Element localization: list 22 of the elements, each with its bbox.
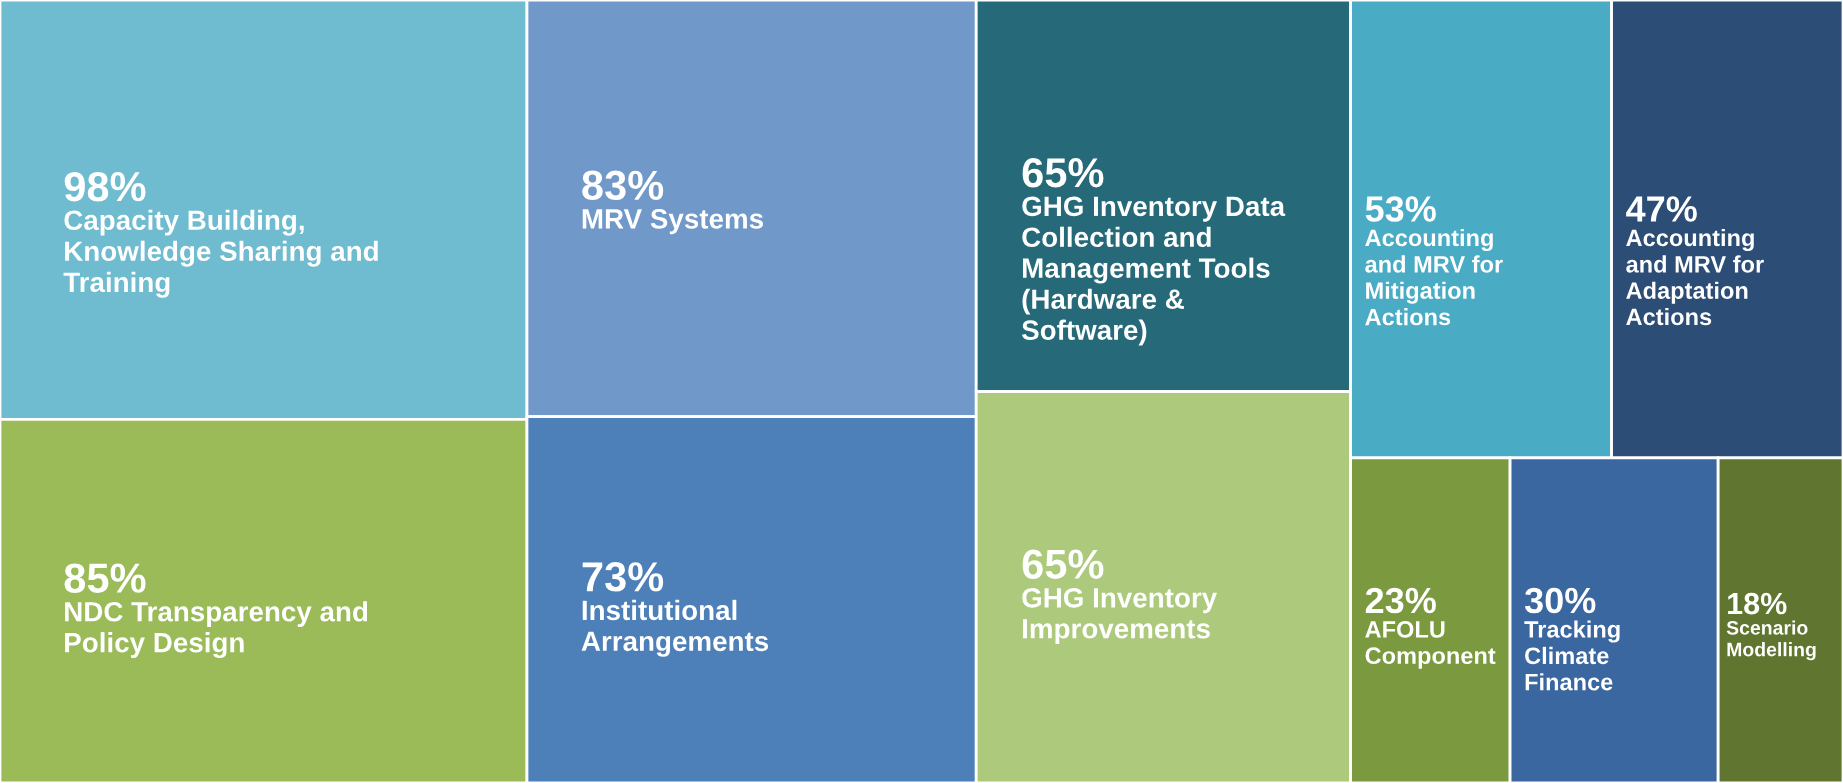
category-label: Accounting and MRV for Mitigation Actions bbox=[1365, 228, 1503, 326]
category-label: NDC Transparency and Policy Design bbox=[65, 601, 368, 659]
data-label: 47% bbox=[1626, 196, 1697, 222]
category-label: Tracking Climate Finance bbox=[1524, 620, 1620, 691]
category-label: MRV Systems bbox=[582, 209, 763, 235]
data-label: 30% bbox=[1524, 587, 1596, 614]
data-label: 98% bbox=[64, 171, 146, 202]
category-label: Accounting and MRV for Adaptation Actions bbox=[1626, 228, 1764, 326]
data-label: 73% bbox=[582, 562, 664, 592]
data-label: 23% bbox=[1365, 587, 1436, 614]
category-label: Institutional Arrangements bbox=[581, 599, 769, 657]
data-label: 83% bbox=[582, 170, 664, 201]
data-label: 53% bbox=[1365, 196, 1436, 222]
category-label: GHG Inventory Data Collection and Management Tools (Hardware & Software) bbox=[1021, 196, 1286, 346]
data-label: 18% bbox=[1728, 592, 1787, 615]
category-label: GHG Inventory Improvements bbox=[1022, 587, 1218, 645]
category-label: Capacity Building, Knowledge Sharing and Training bbox=[63, 209, 378, 298]
category-label: AFOLU Component bbox=[1365, 621, 1496, 669]
data-label: 65% bbox=[1022, 549, 1104, 580]
data-label: 85% bbox=[64, 563, 146, 593]
data-label: 65% bbox=[1022, 158, 1104, 188]
category-label: Scenario Modelling bbox=[1726, 620, 1816, 661]
